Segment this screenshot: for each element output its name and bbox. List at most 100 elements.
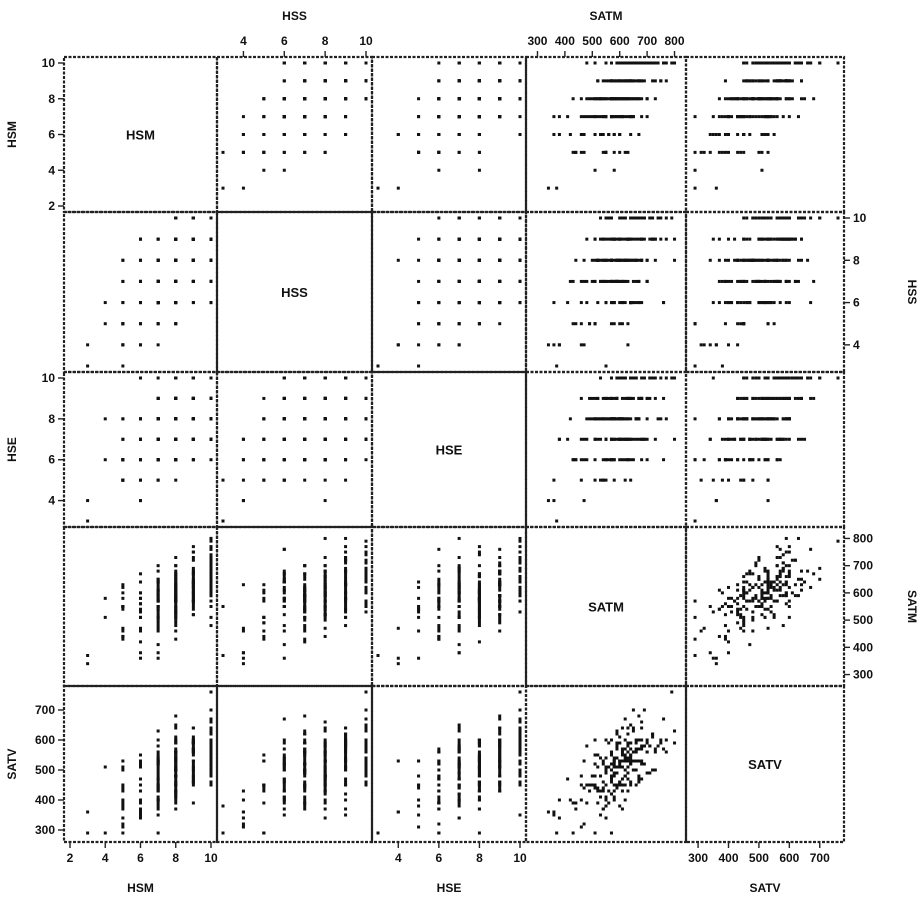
point-satm-hse-146 bbox=[519, 581, 522, 584]
point-hsm-hss-207 bbox=[283, 115, 286, 118]
point-hsm-hss-143 bbox=[242, 187, 245, 190]
point-satv-satm-69 bbox=[662, 718, 665, 721]
point-satv-satm-9 bbox=[635, 748, 638, 751]
point-satv-hss-112 bbox=[324, 739, 327, 742]
point-hss-satv-136 bbox=[724, 259, 727, 262]
point-hss-satm-88 bbox=[629, 259, 632, 262]
point-hsm-hse-170 bbox=[458, 115, 461, 118]
point-hsm-satv-214 bbox=[757, 97, 760, 100]
point-hsm-hse-176 bbox=[437, 115, 440, 118]
point-hse-satv-220 bbox=[733, 438, 736, 441]
point-satv-satm-177 bbox=[626, 778, 629, 781]
point-hsm-satv-163 bbox=[742, 97, 745, 100]
point-hsm-hse-196 bbox=[458, 62, 461, 65]
data-points bbox=[86, 62, 839, 835]
point-hsm-satv-47 bbox=[748, 97, 751, 100]
point-hsm-satm-176 bbox=[585, 115, 588, 118]
point-satv-satm-1 bbox=[659, 739, 662, 742]
point-hss-hsm-195 bbox=[174, 217, 177, 220]
tick-label-bottom-satv-300: 300 bbox=[688, 851, 708, 865]
point-satv-hse-143 bbox=[397, 811, 400, 814]
point-satv-satm-180 bbox=[624, 748, 627, 751]
point-satv-hss-101 bbox=[344, 760, 347, 763]
point-hss-satm-98 bbox=[610, 301, 613, 304]
point-hse-satm-199 bbox=[605, 479, 608, 482]
point-satm-hsm-91 bbox=[210, 553, 213, 556]
point-satm-hse-206 bbox=[498, 583, 501, 586]
point-hss-satm-205 bbox=[602, 259, 605, 262]
point-satv-hss-68 bbox=[344, 763, 347, 766]
point-hse-satv-209 bbox=[760, 417, 763, 420]
point-hsm-satm-154 bbox=[596, 115, 599, 118]
point-satm-satv-64 bbox=[779, 594, 782, 597]
point-satm-hse-183 bbox=[478, 602, 481, 605]
point-satm-satv-120 bbox=[764, 608, 767, 611]
point-hss-satm-135 bbox=[624, 280, 627, 283]
point-satv-satm-44 bbox=[621, 808, 624, 811]
point-satm-hsm-120 bbox=[157, 608, 160, 611]
panel-hse-vs-hss bbox=[217, 372, 372, 527]
point-satm-hsm-207 bbox=[157, 581, 160, 584]
point-hse-satm-27 bbox=[555, 520, 558, 523]
point-hss-satv-82 bbox=[779, 217, 782, 220]
point-hsm-satv-205 bbox=[745, 79, 748, 82]
point-hss-satv-110 bbox=[757, 217, 760, 220]
point-hsm-satv-221 bbox=[773, 133, 776, 136]
point-satv-hsm-176 bbox=[157, 802, 160, 805]
point-satm-satv-10 bbox=[812, 572, 815, 575]
point-hss-satv-214 bbox=[757, 280, 760, 283]
point-satm-hse-165 bbox=[458, 610, 461, 613]
point-satv-satm-122 bbox=[618, 766, 621, 769]
point-hse-satv-141 bbox=[754, 438, 757, 441]
point-hse-satm-185 bbox=[632, 377, 635, 380]
point-hss-hse-197 bbox=[437, 280, 440, 283]
point-hsm-satm-164 bbox=[610, 62, 613, 65]
point-satv-satm-43 bbox=[624, 769, 627, 772]
point-satv-hse-202 bbox=[519, 742, 522, 745]
point-satv-satm-219 bbox=[618, 760, 621, 763]
point-satv-hse-155 bbox=[437, 763, 440, 766]
point-satv-hse-103 bbox=[498, 730, 501, 733]
point-satm-hse-218 bbox=[498, 572, 501, 575]
point-satv-satm-12 bbox=[599, 814, 602, 817]
point-satv-hss-58 bbox=[283, 742, 286, 745]
point-hss-satv-149 bbox=[703, 343, 706, 346]
point-satm-hss-196 bbox=[344, 589, 347, 592]
point-hsm-satm-167 bbox=[651, 62, 654, 65]
point-satv-satm-19 bbox=[640, 721, 643, 724]
point-hse-hss-149 bbox=[242, 458, 245, 461]
point-satv-hse-159 bbox=[519, 745, 522, 748]
point-satm-satv-171 bbox=[742, 616, 745, 619]
point-hss-satm-189 bbox=[648, 217, 651, 220]
point-hse-satm-217 bbox=[613, 417, 616, 420]
point-satv-hsm-191 bbox=[174, 727, 177, 730]
point-satv-hss-212 bbox=[344, 742, 347, 745]
point-hss-satv-197 bbox=[718, 280, 721, 283]
point-hse-satv-174 bbox=[788, 438, 791, 441]
point-satv-hss-13 bbox=[262, 790, 265, 793]
point-satm-hse-7 bbox=[397, 627, 400, 630]
point-hse-satm-171 bbox=[594, 479, 597, 482]
point-satm-hsm-129 bbox=[174, 594, 177, 597]
point-satv-satm-215 bbox=[574, 802, 577, 805]
point-satv-hss-157 bbox=[324, 745, 327, 748]
tick-label-left-hsm-6: 6 bbox=[48, 128, 55, 142]
point-hse-hss-7 bbox=[324, 499, 327, 502]
point-satm-hse-125 bbox=[437, 578, 440, 581]
point-hsm-satm-107 bbox=[583, 115, 586, 118]
point-satm-satv-197 bbox=[718, 608, 721, 611]
point-hsm-satm-49 bbox=[635, 79, 638, 82]
point-hse-satm-113 bbox=[615, 397, 618, 400]
point-hss-satv-95 bbox=[773, 322, 776, 325]
point-satm-hsm-183 bbox=[139, 602, 142, 605]
point-satm-hsm-14 bbox=[192, 559, 195, 562]
point-satv-hsm-199 bbox=[121, 805, 124, 808]
point-hss-satv-180 bbox=[779, 259, 782, 262]
point-hss-satv-67 bbox=[788, 280, 791, 283]
point-hse-satv-125 bbox=[767, 458, 770, 461]
point-satv-satm-201 bbox=[659, 742, 662, 745]
point-hsm-satv-44 bbox=[718, 115, 721, 118]
point-satv-satm-178 bbox=[665, 751, 668, 754]
point-satv-satm-15 bbox=[610, 754, 613, 757]
point-satm-satv-214 bbox=[757, 600, 760, 603]
